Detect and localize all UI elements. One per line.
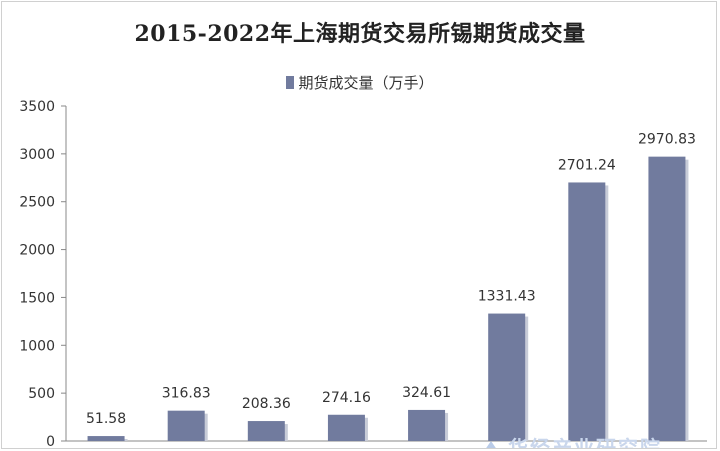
logo-icon	[480, 441, 502, 448]
watermark: 华经产业研究院	[480, 432, 662, 449]
legend-swatch	[286, 76, 295, 89]
data-label: 208.36	[242, 396, 291, 412]
bar	[568, 182, 606, 441]
y-tick-label: 2500	[19, 195, 55, 211]
data-label: 1331.43	[478, 289, 536, 305]
bar	[488, 313, 526, 441]
legend-label: 期货成交量（万手）	[298, 74, 434, 92]
watermark-text: 华经产业研究院	[508, 436, 662, 449]
bar	[87, 436, 125, 441]
y-tick-label: 2000	[19, 243, 55, 259]
legend: 期货成交量（万手）	[2, 72, 716, 93]
data-label: 316.83	[162, 386, 211, 402]
y-tick-label: 1500	[19, 290, 55, 306]
bar	[408, 409, 446, 441]
data-label: 274.16	[322, 390, 371, 406]
y-tick-label: 3000	[19, 147, 55, 163]
data-label: 2970.83	[638, 132, 696, 148]
data-label: 324.61	[402, 385, 451, 401]
y-tick-label: 1000	[19, 338, 55, 354]
bar	[167, 410, 205, 441]
bar	[247, 421, 285, 441]
y-tick-label: 500	[28, 386, 55, 402]
y-tick-label: 0	[46, 434, 55, 449]
y-tick-label: 3500	[19, 99, 55, 115]
data-label: 2701.24	[558, 157, 616, 173]
bar	[648, 156, 686, 442]
chart-title: 2015-2022年上海期货交易所锡期货成交量	[134, 21, 586, 47]
data-label: 51.58	[86, 411, 126, 427]
bar	[327, 414, 365, 441]
